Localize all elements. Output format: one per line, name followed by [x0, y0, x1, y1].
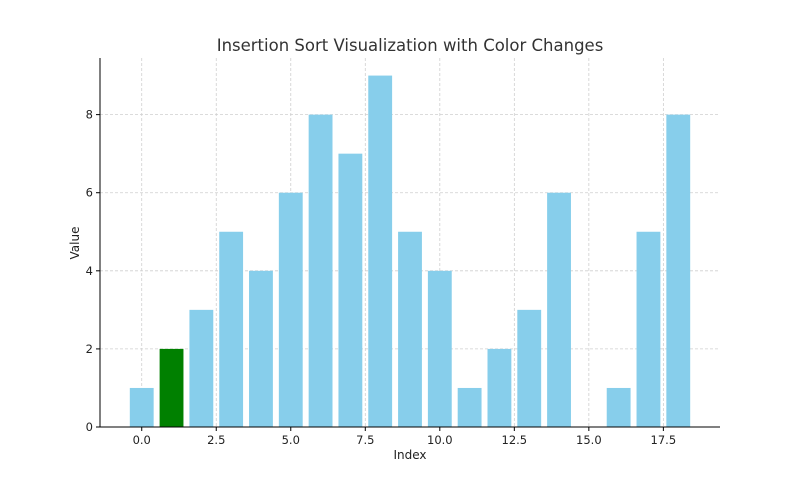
bar-18 — [666, 114, 691, 427]
axes — [99, 58, 720, 428]
x-tick-label-5: 12.5 — [502, 433, 528, 447]
x-tick-label-0: 0.0 — [133, 433, 151, 447]
bar-14 — [547, 192, 571, 427]
bar-13 — [517, 309, 542, 427]
y-axis-label: Value — [68, 227, 82, 260]
bar-2 — [189, 309, 214, 427]
x-tick-label-2: 5.0 — [282, 433, 300, 447]
y-axis-ticks: 0 2 4 6 8 — [86, 108, 100, 434]
chart-title: Insertion Sort Visualization with Color … — [217, 36, 604, 55]
bar-3 — [219, 231, 244, 427]
y-tick-label-1: 2 — [86, 342, 93, 356]
bar-10 — [427, 270, 452, 427]
bar-17 — [636, 231, 661, 427]
y-tick-label-2: 4 — [86, 264, 93, 278]
x-tick-label-1: 2.5 — [207, 433, 225, 447]
bar-5 — [278, 192, 303, 427]
bar-16 — [606, 387, 631, 427]
y-tick-label-3: 6 — [86, 186, 93, 200]
bar-7 — [338, 153, 363, 427]
x-axis-ticks: 0.0 2.5 5.0 7.5 10.0 12.5 15.0 17.5 — [133, 427, 677, 447]
bar-9 — [398, 231, 422, 427]
x-tick-label-4: 10.0 — [427, 433, 453, 447]
x-tick-label-7: 17.5 — [651, 433, 677, 447]
x-tick-label-3: 7.5 — [356, 433, 374, 447]
bar-1 — [159, 348, 184, 427]
y-tick-label-4: 8 — [86, 108, 93, 122]
bar-6 — [308, 114, 333, 427]
bar-12 — [487, 348, 512, 427]
bar-4 — [249, 270, 273, 427]
bars — [129, 75, 691, 428]
bar-11 — [457, 387, 482, 427]
x-axis-label: Index — [393, 448, 426, 462]
bar-8 — [368, 75, 393, 428]
bar-0 — [129, 387, 154, 427]
x-tick-label-6: 15.0 — [576, 433, 602, 447]
y-tick-label-0: 0 — [86, 420, 93, 434]
